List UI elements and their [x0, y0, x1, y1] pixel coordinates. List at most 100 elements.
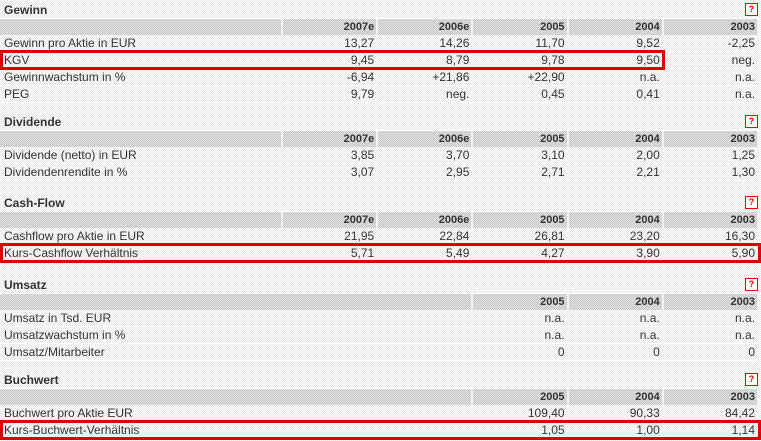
section-title: Umsatz?: [0, 277, 761, 294]
header-row: 2007e 2006e 2005 2004 2003: [0, 19, 757, 35]
row-value: n.a.: [663, 327, 757, 344]
help-icon[interactable]: ?: [745, 115, 758, 128]
column-header: 2004: [568, 131, 662, 147]
section-title-text: Dividende: [4, 115, 62, 129]
row-value: 2,00: [568, 147, 662, 164]
data-table: 2005 2004 2003 Umsatz in Tsd. EUR n.a. n.a. n.…: [0, 294, 759, 361]
row-value: 84,42: [663, 405, 757, 422]
section-title-text: Umsatz: [4, 278, 47, 292]
row-value: 1,25: [663, 147, 757, 164]
header-label-cell: [0, 19, 281, 35]
row-label: PEG: [0, 86, 281, 103]
row-value: 90,33: [568, 405, 662, 422]
column-header: 2006e: [378, 19, 472, 35]
row-value: 0,41: [568, 86, 662, 103]
row-value: 21,95: [283, 228, 377, 245]
row-value: 9,52: [568, 35, 662, 52]
column-header: 2007e: [283, 212, 377, 228]
section-title: Cash-Flow?: [0, 195, 761, 212]
row-value: 3,10: [473, 147, 567, 164]
column-header: 2003: [663, 389, 757, 405]
section-title: Buchwert?: [0, 372, 761, 389]
help-icon[interactable]: ?: [745, 373, 758, 386]
row-label: Dividendenrendite in %: [0, 164, 281, 181]
row-value: 5,71: [283, 245, 377, 262]
row-value: 1,05: [473, 422, 567, 439]
row-value: 109,40: [473, 405, 567, 422]
row-value: 23,20: [568, 228, 662, 245]
column-header: 2007e: [283, 19, 377, 35]
row-value: +22,90: [473, 69, 567, 86]
section-umsatz: Umsatz? 2005 2004 2003 Umsatz in Tsd. EUR n.a…: [0, 277, 761, 361]
section-title: Gewinn?: [0, 2, 761, 19]
column-header: 2006e: [378, 212, 472, 228]
column-header: 2007e: [283, 131, 377, 147]
row-value: 5,90: [663, 245, 757, 262]
section-title-text: Cash-Flow: [4, 196, 65, 210]
row-value: -2,25: [663, 35, 757, 52]
table-row: Umsatz in Tsd. EUR n.a. n.a. n.a.: [0, 310, 757, 327]
row-value: 1,30: [663, 164, 757, 181]
row-label: Umsatz/Mitarbeiter: [0, 344, 472, 361]
row-value: -6,94: [283, 69, 377, 86]
column-header: 2005: [473, 131, 567, 147]
row-value: n.a.: [473, 327, 567, 344]
row-value: 4,27: [473, 245, 567, 262]
table-row: Umsatzwachstum in % n.a. n.a. n.a.: [0, 327, 757, 344]
column-header: 2005: [473, 212, 567, 228]
section-buchwert: Buchwert? 2005 2004 2003 Buchwert pro Aktie …: [0, 372, 761, 439]
row-label: Gewinn pro Aktie in EUR: [0, 35, 281, 52]
row-value: 11,70: [473, 35, 567, 52]
table-row: Gewinn pro Aktie in EUR 13,27 14,26 11,70 9,…: [0, 35, 757, 52]
table-row: Kurs-Buchwert-Verhältnis 1,05 1,00 1,14: [0, 422, 757, 439]
help-icon[interactable]: ?: [745, 3, 758, 16]
data-table: 2005 2004 2003 Buchwert pro Aktie EUR 109,40…: [0, 389, 759, 439]
section-cash-flow: Cash-Flow? 2007e 2006e 2005 2004 2003 Cashflow…: [0, 195, 761, 262]
row-value: 3,85: [283, 147, 377, 164]
section-title: Dividende?: [0, 114, 761, 131]
table-row: Dividendenrendite in % 3,07 2,95 2,71 2,21 1,…: [0, 164, 757, 181]
column-header: 2005: [473, 294, 567, 310]
section-title-text: Gewinn: [4, 3, 48, 17]
help-icon[interactable]: ?: [745, 196, 758, 209]
row-value: 13,27: [283, 35, 377, 52]
column-header: 2004: [568, 294, 662, 310]
column-header: 2003: [663, 19, 757, 35]
column-header: 2003: [663, 212, 757, 228]
table-row: Dividende (netto) in EUR 3,85 3,70 3,10 2,00…: [0, 147, 757, 164]
row-value: 2,71: [473, 164, 567, 181]
data-table: 2007e 2006e 2005 2004 2003 Cashflow pro Aktie…: [0, 212, 759, 262]
row-value: 16,30: [663, 228, 757, 245]
table-row: Umsatz/Mitarbeiter 0 0 0: [0, 344, 757, 361]
row-value: 2,21: [568, 164, 662, 181]
table-row: KGV 9,45 8,79 9,78 9,50 neg.: [0, 52, 757, 69]
row-label: Cashflow pro Aktie in EUR: [0, 228, 281, 245]
row-value: 3,07: [283, 164, 377, 181]
row-value: n.a.: [473, 310, 567, 327]
row-value: 22,84: [378, 228, 472, 245]
table-row: Cashflow pro Aktie in EUR 21,95 22,84 26,81…: [0, 228, 757, 245]
data-table: 2007e 2006e 2005 2004 2003 Dividende (netto) …: [0, 131, 759, 181]
row-label: Buchwert pro Aktie EUR: [0, 405, 472, 422]
data-table: 2007e 2006e 2005 2004 2003 Gewinn pro Aktie i…: [0, 19, 759, 103]
row-value: neg.: [663, 52, 757, 69]
section-title-text: Buchwert: [4, 373, 59, 387]
row-value: 0: [663, 344, 757, 361]
row-value: 0: [473, 344, 567, 361]
row-value: 3,70: [378, 147, 472, 164]
row-value: n.a.: [568, 69, 662, 86]
column-header: 2006e: [378, 131, 472, 147]
row-label: Gewinnwachstum in %: [0, 69, 281, 86]
row-value: 26,81: [473, 228, 567, 245]
header-label-cell: [0, 212, 281, 228]
column-header: 2004: [568, 389, 662, 405]
row-value: +21,86: [378, 69, 472, 86]
row-value: n.a.: [568, 327, 662, 344]
row-value: n.a.: [568, 310, 662, 327]
row-value: n.a.: [663, 86, 757, 103]
help-icon[interactable]: ?: [745, 278, 758, 291]
header-row: 2005 2004 2003: [0, 389, 757, 405]
row-value: n.a.: [663, 69, 757, 86]
row-value: 1,00: [568, 422, 662, 439]
column-header: 2004: [568, 19, 662, 35]
